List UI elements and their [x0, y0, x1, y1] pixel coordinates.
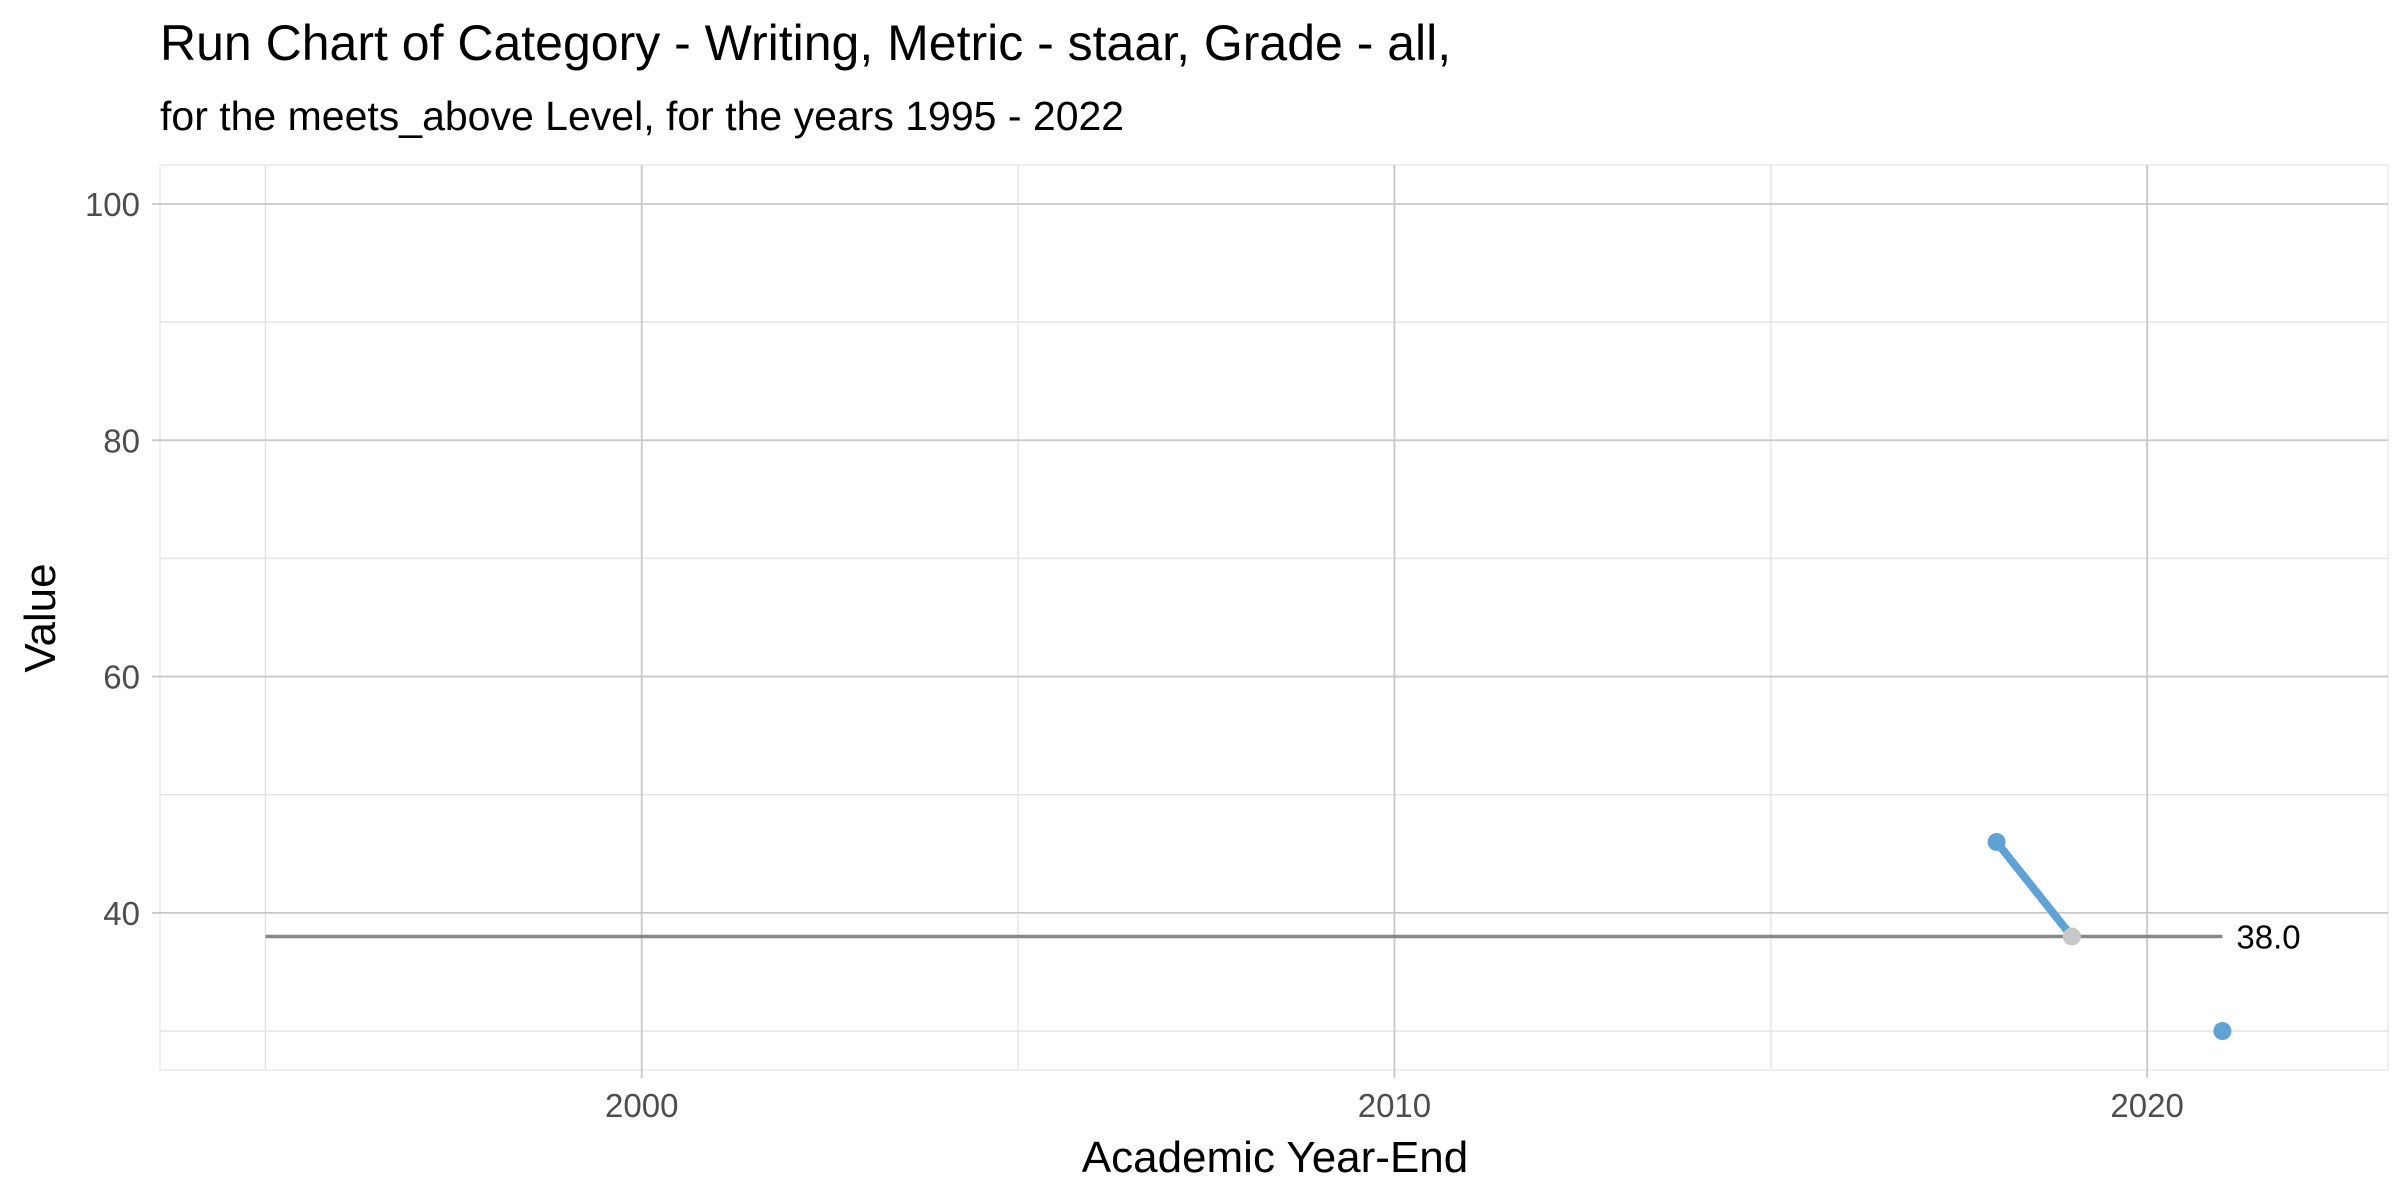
x-axis-title: Academic Year-End: [1082, 1133, 1468, 1182]
y-axis-title: Value: [16, 563, 65, 672]
x-tick-label: 2000: [605, 1087, 678, 1124]
minor-grid: [159, 164, 2389, 1071]
major-grid: [160, 165, 2388, 1070]
y-tick-label: 40: [103, 895, 140, 932]
series-layer: [1987, 832, 2232, 1041]
x-tick-label: 2020: [2110, 1087, 2183, 1124]
reference-layer: 38.0: [265, 918, 2301, 955]
median-reference-label: 38.0: [2236, 918, 2300, 955]
data-point: [2213, 1022, 2232, 1041]
y-tick-label: 60: [103, 659, 140, 696]
x-tick-label: 2010: [1358, 1087, 1431, 1124]
chart-title: Run Chart of Category - Writing, Metric …: [160, 15, 1451, 71]
series-line-segment: [1992, 837, 2076, 941]
x-axis-ticks: 2000 2010 2020: [605, 1070, 2184, 1124]
chart-subtitle: for the meets_above Level, for the years…: [160, 93, 1124, 139]
y-tick-label: 80: [103, 422, 140, 459]
data-point: [2062, 927, 2081, 946]
y-tick-label: 100: [85, 186, 140, 223]
data-point: [1987, 832, 2006, 851]
y-axis-ticks: 40 60 80 100: [85, 186, 160, 932]
plot-panel-border: [159, 164, 2389, 1071]
